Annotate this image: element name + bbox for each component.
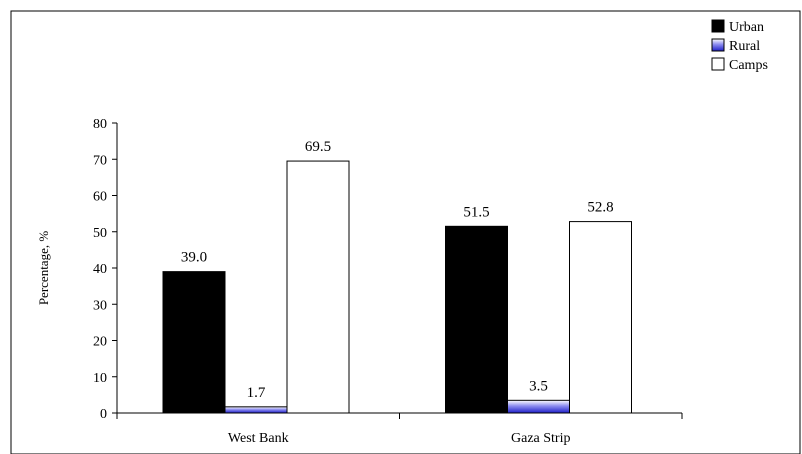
legend: Urban Rural Camps — [711, 19, 768, 73]
data-label: 1.7 — [247, 385, 266, 401]
bar-camps — [569, 221, 632, 414]
data-label: 52.8 — [587, 200, 613, 216]
data-label: 39.0 — [181, 250, 207, 266]
bars — [162, 160, 632, 414]
data-label: 3.5 — [529, 378, 548, 394]
bar-rural — [224, 406, 288, 414]
data-label: 51.5 — [463, 204, 489, 220]
y-tick-label: 0 — [100, 407, 107, 422]
bar-urban — [445, 225, 508, 414]
legend-swatch-rural — [711, 38, 725, 52]
y-tick-label: 40 — [93, 262, 107, 277]
legend-swatch-urban — [711, 19, 725, 33]
x-tick-label: Gaza Strip — [511, 431, 570, 446]
axes: 0 10 20 30 40 50 60 70 80 West Bank Gaza Strip — [93, 117, 683, 446]
legend-label: Urban — [729, 20, 764, 35]
legend-label: Rural — [729, 39, 760, 54]
bar-rural — [507, 399, 570, 414]
legend-swatch-camps — [711, 57, 725, 71]
bar-urban — [162, 271, 226, 414]
value-labels: 39.0 1.7 69.5 51.5 3.5 52.8 — [181, 139, 614, 401]
y-tick-label: 50 — [93, 226, 107, 241]
legend-label: Camps — [729, 58, 768, 73]
y-tick-label: 70 — [93, 153, 107, 168]
y-tick-label: 10 — [93, 371, 107, 386]
y-tick-label: 60 — [93, 190, 107, 205]
chart-frame — [10, 10, 801, 454]
y-tick-label: 30 — [93, 298, 107, 313]
bar-camps — [286, 160, 350, 414]
y-tick-label: 80 — [93, 117, 107, 132]
y-tick-label: 20 — [93, 335, 107, 350]
y-axis-label: Percentage, % — [36, 231, 51, 306]
data-label: 69.5 — [305, 139, 331, 155]
x-tick-label: West Bank — [228, 431, 289, 446]
